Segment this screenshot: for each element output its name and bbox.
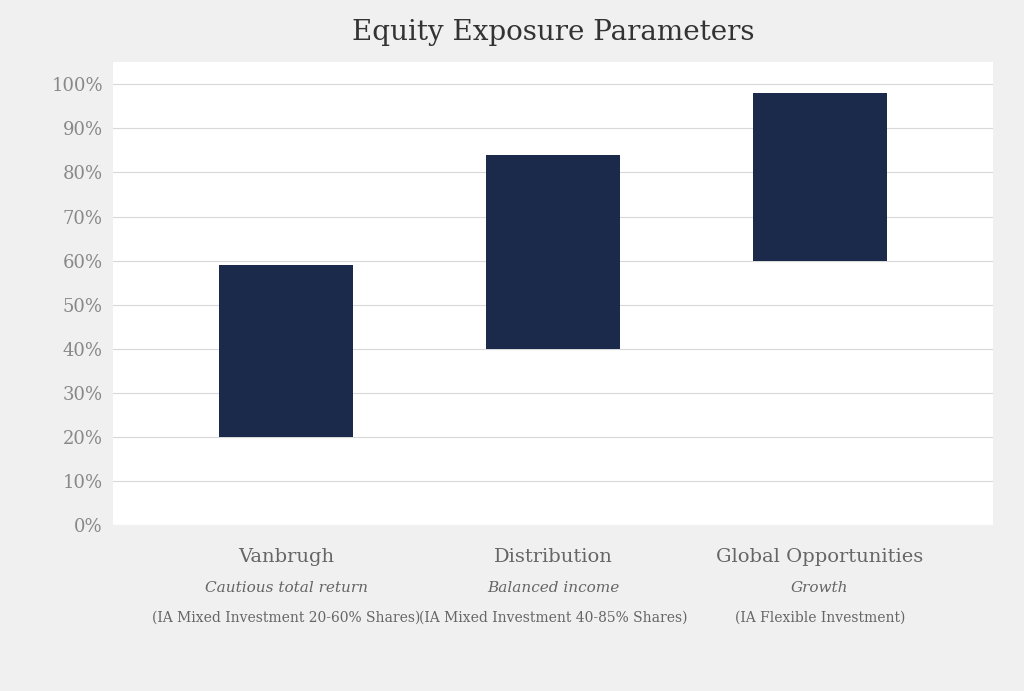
Bar [753,93,887,261]
Text: Balanced income: Balanced income [486,580,620,595]
Text: Vanbrugh: Vanbrugh [238,549,334,567]
Text: Cautious total return: Cautious total return [205,580,368,595]
Bar [486,155,620,349]
Text: Global Opportunities: Global Opportunities [716,549,924,567]
Text: (IA Flexible Investment): (IA Flexible Investment) [734,611,905,625]
Text: (IA Mixed Investment 20-60% Shares): (IA Mixed Investment 20-60% Shares) [152,611,420,625]
Bar [219,265,353,437]
Text: (IA Mixed Investment 40-85% Shares): (IA Mixed Investment 40-85% Shares) [419,611,687,625]
Text: Distribution: Distribution [494,549,612,567]
Text: Growth: Growth [792,580,849,595]
Title: Equity Exposure Parameters: Equity Exposure Parameters [351,19,755,46]
